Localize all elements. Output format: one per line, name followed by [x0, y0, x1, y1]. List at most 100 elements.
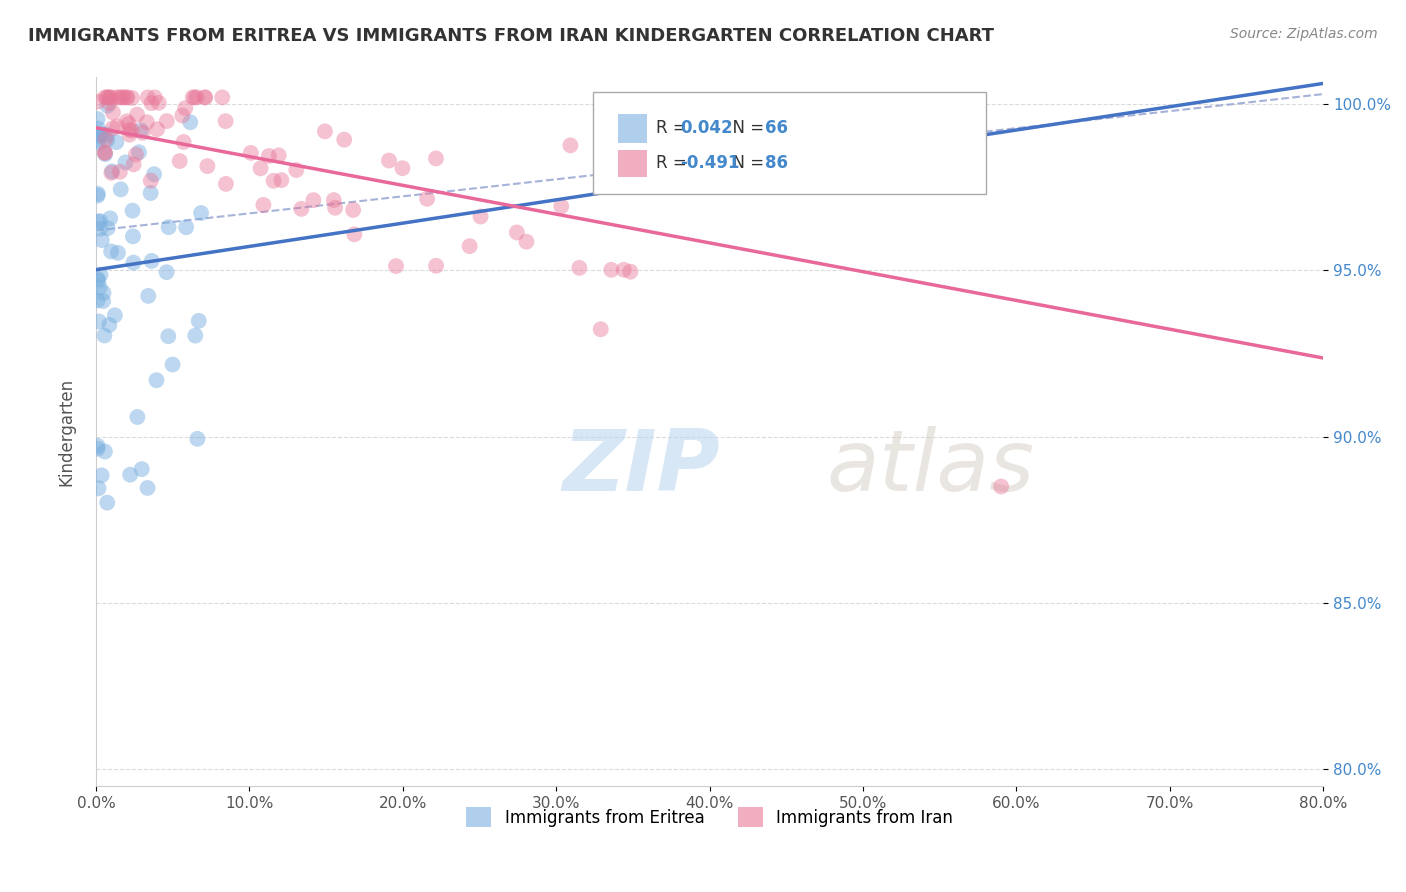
Point — [181, 90, 204, 104]
FancyBboxPatch shape — [593, 92, 986, 194]
Point — [560, 138, 582, 153]
Point — [94, 145, 117, 160]
Point — [285, 163, 308, 178]
Point — [197, 159, 219, 173]
Point — [173, 135, 195, 149]
Text: Source: ZipAtlas.com: Source: ZipAtlas.com — [1230, 27, 1378, 41]
Point — [86, 112, 108, 126]
Point — [107, 245, 129, 260]
Point — [239, 145, 262, 160]
Point — [94, 145, 117, 160]
Point — [87, 128, 110, 143]
Point — [86, 95, 108, 109]
Point — [425, 259, 447, 273]
Point — [122, 255, 145, 269]
Point — [94, 90, 117, 104]
Text: 86: 86 — [765, 154, 787, 172]
Point — [96, 128, 118, 142]
Point — [172, 108, 194, 122]
Text: IMMIGRANTS FROM ERITREA VS IMMIGRANTS FROM IRAN KINDERGARTEN CORRELATION CHART: IMMIGRANTS FROM ERITREA VS IMMIGRANTS FR… — [28, 27, 994, 45]
Point — [90, 468, 112, 483]
Point — [600, 263, 623, 277]
Point — [214, 114, 236, 128]
Point — [157, 329, 180, 343]
Text: atlas: atlas — [827, 425, 1035, 508]
Point — [183, 90, 205, 104]
Text: 0.042: 0.042 — [681, 120, 733, 137]
Point — [139, 186, 162, 200]
Point — [131, 462, 153, 476]
Legend: Immigrants from Eritrea, Immigrants from Iran: Immigrants from Eritrea, Immigrants from… — [460, 800, 960, 834]
Point — [97, 90, 120, 104]
Point — [91, 128, 114, 142]
Point — [416, 192, 439, 206]
Point — [131, 126, 153, 140]
Point — [122, 157, 145, 171]
Point — [162, 358, 184, 372]
Point — [343, 227, 366, 242]
Point — [257, 149, 280, 163]
Point — [93, 328, 115, 343]
Point — [111, 90, 134, 104]
Point — [90, 233, 112, 247]
Point — [155, 265, 177, 279]
Point — [94, 147, 117, 161]
Point — [190, 206, 212, 220]
Point — [215, 177, 238, 191]
Point — [157, 220, 180, 235]
Point — [94, 132, 117, 146]
Point — [100, 166, 122, 180]
Point — [589, 322, 612, 336]
Bar — [617, 150, 647, 177]
Point — [323, 201, 346, 215]
Point — [89, 268, 111, 282]
Point — [169, 154, 191, 169]
Point — [98, 96, 121, 111]
Point — [110, 182, 132, 196]
Point — [186, 90, 208, 104]
Point — [87, 481, 110, 495]
Point — [568, 260, 591, 275]
Point — [613, 262, 636, 277]
Point — [302, 193, 325, 207]
Text: R =: R = — [655, 120, 692, 137]
Point — [127, 409, 149, 424]
Point — [86, 271, 108, 285]
Point — [139, 174, 162, 188]
Point — [333, 133, 356, 147]
Point — [86, 188, 108, 202]
Point — [115, 114, 138, 128]
Text: ZIP: ZIP — [562, 425, 720, 508]
Point — [89, 214, 111, 228]
Point — [322, 193, 344, 207]
Point — [391, 161, 413, 176]
Point — [121, 91, 143, 105]
Point — [122, 229, 145, 244]
Point — [270, 173, 292, 187]
Point — [143, 167, 166, 181]
Point — [179, 115, 201, 129]
Point — [118, 117, 141, 131]
Point — [87, 274, 110, 288]
Point — [990, 479, 1012, 493]
Point — [136, 481, 159, 495]
Text: 66: 66 — [765, 120, 787, 137]
Point — [135, 115, 157, 129]
Point — [458, 239, 481, 253]
Point — [342, 202, 364, 217]
Point — [96, 133, 118, 147]
Text: N =: N = — [721, 154, 769, 172]
Bar — [617, 113, 647, 144]
Point — [267, 148, 290, 162]
Point — [148, 95, 170, 110]
Point — [93, 285, 115, 300]
Point — [128, 145, 150, 160]
Point — [141, 96, 163, 111]
Point — [174, 101, 197, 115]
Text: -0.491: -0.491 — [681, 154, 740, 172]
Point — [121, 123, 143, 137]
Point — [121, 203, 143, 218]
Point — [89, 280, 111, 294]
Point — [112, 90, 135, 104]
Point — [290, 202, 312, 216]
